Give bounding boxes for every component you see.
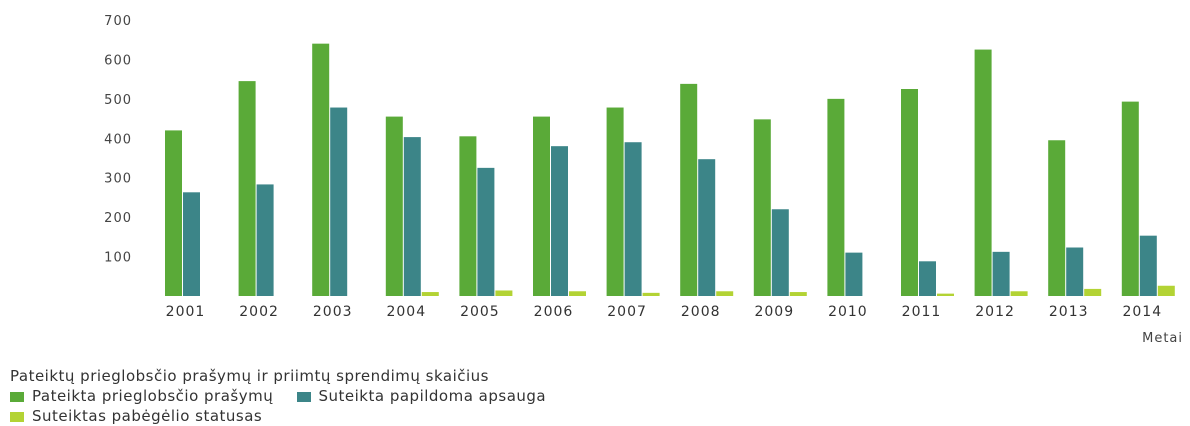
bar-2004-series-2 xyxy=(421,292,439,296)
bar-2013-series-0 xyxy=(1048,140,1066,296)
legend-swatch-2 xyxy=(10,411,24,422)
x-tick-2006: 2006 xyxy=(534,304,574,320)
bar-2007-series-0 xyxy=(606,107,624,296)
bar-2010-series-0 xyxy=(827,98,845,296)
legend-row-2: Suteiktas pabėgėlio statusas xyxy=(10,406,564,426)
x-tick-2014: 2014 xyxy=(1122,304,1162,320)
legend-swatch-1 xyxy=(296,391,311,402)
legend-swatch-0 xyxy=(10,391,24,402)
bar-2014-series-0 xyxy=(1121,101,1139,296)
bar-2008-series-0 xyxy=(680,83,698,296)
bar-2012-series-1 xyxy=(992,251,1010,296)
x-tick-2001: 2001 xyxy=(166,304,206,320)
x-tick-2011: 2011 xyxy=(902,304,942,320)
legend-label-1: Suteikta papildoma apsauga xyxy=(318,387,547,405)
legend-label-2: Suteiktas pabėgėlio statusas xyxy=(32,407,263,425)
x-tick-2005: 2005 xyxy=(460,304,500,320)
x-tick-2013: 2013 xyxy=(1049,304,1089,320)
bar-2008-series-1 xyxy=(698,159,716,296)
y-tick-200: 200 xyxy=(104,211,132,226)
bar-2005-series-2 xyxy=(495,290,513,296)
bar-2011-series-2 xyxy=(937,293,954,296)
y-tick-100: 100 xyxy=(104,251,132,266)
x-tick-2003: 2003 xyxy=(313,304,353,320)
y-tick-700: 700 xyxy=(104,14,132,29)
bar-2005-series-0 xyxy=(459,136,477,296)
bar-2002-series-1 xyxy=(256,184,274,296)
legend-item-2: Suteiktas pabėgėlio statusas xyxy=(10,406,262,426)
bars-group xyxy=(165,43,1175,297)
legend-item-1: Suteikta papildoma apsauga xyxy=(296,386,547,406)
bar-2004-series-1 xyxy=(403,137,421,296)
bar-2011-series-0 xyxy=(901,89,918,296)
x-axis-label: Metai xyxy=(1142,331,1183,346)
bar-2009-series-2 xyxy=(789,292,807,296)
y-tick-600: 600 xyxy=(104,53,132,68)
x-tick-2008: 2008 xyxy=(681,304,721,320)
legend-item-0: Pateikta prieglobsčio prašymų xyxy=(10,386,273,406)
bar-2001-series-1 xyxy=(183,192,200,296)
x-tick-2007: 2007 xyxy=(607,304,647,320)
bar-2013-series-1 xyxy=(1066,247,1084,296)
bar-2001-series-0 xyxy=(165,130,182,296)
bar-2006-series-0 xyxy=(533,116,550,296)
bar-2014-series-2 xyxy=(1157,285,1175,296)
bar-2008-series-2 xyxy=(716,291,734,296)
bar-2006-series-2 xyxy=(569,291,586,296)
x-axis-ticks: 2001 2002 2003 2004 2005 2006 2007 2008 2009 2010… xyxy=(166,304,1162,320)
y-axis-ticks: 100 200 300 400 500 600 700 xyxy=(104,14,132,266)
bar-2011-series-1 xyxy=(919,261,936,296)
bar-2003-series-1 xyxy=(330,107,348,296)
bar-2010-series-1 xyxy=(845,252,863,296)
legend-label-0: Pateikta prieglobsčio prašymų xyxy=(32,387,274,405)
bar-2003-series-0 xyxy=(312,43,330,297)
bar-2007-series-1 xyxy=(624,142,642,296)
y-tick-400: 400 xyxy=(104,132,132,147)
legend: Pateiktų prieglobsčio prašymų ir priimtų… xyxy=(10,366,564,426)
bar-2006-series-1 xyxy=(551,146,568,296)
bar-2013-series-2 xyxy=(1084,288,1102,296)
bar-2002-series-0 xyxy=(238,81,256,296)
bar-2012-series-2 xyxy=(1010,291,1028,296)
legend-title: Pateiktų prieglobsčio prašymų ir priimtų… xyxy=(10,367,490,385)
bar-2009-series-0 xyxy=(753,119,771,296)
x-tick-2002: 2002 xyxy=(239,304,279,320)
y-tick-300: 300 xyxy=(104,172,132,187)
bar-2014-series-1 xyxy=(1139,235,1157,296)
x-tick-2009: 2009 xyxy=(754,304,794,320)
legend-row-1: Pateikta prieglobsčio prašymų Suteikta p… xyxy=(10,386,564,406)
bar-2009-series-1 xyxy=(771,209,789,296)
bar-2004-series-0 xyxy=(385,116,403,296)
x-tick-2012: 2012 xyxy=(975,304,1015,320)
bar-2005-series-1 xyxy=(477,167,495,296)
x-tick-2004: 2004 xyxy=(386,304,426,320)
y-tick-500: 500 xyxy=(104,93,132,108)
x-tick-2010: 2010 xyxy=(828,304,868,320)
bar-2007-series-2 xyxy=(642,292,660,296)
bar-2012-series-0 xyxy=(974,49,992,297)
